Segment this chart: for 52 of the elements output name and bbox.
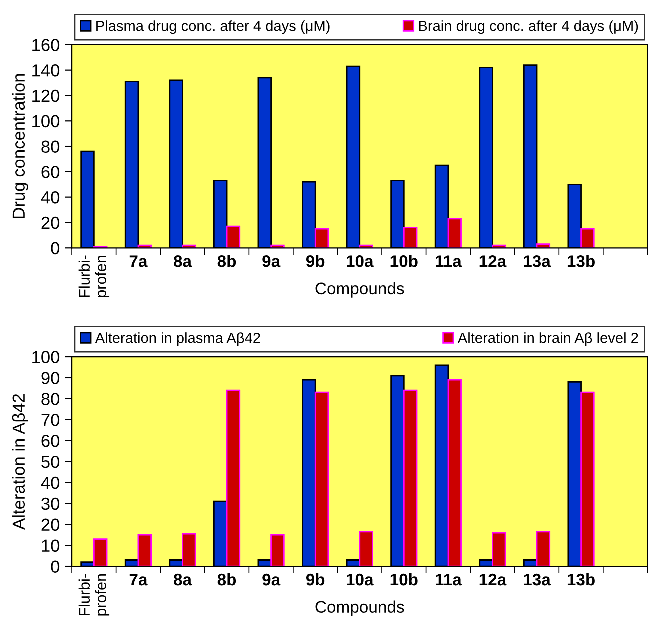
x-tick-label: 11a (436, 574, 462, 586)
y-tick-label: 160 (32, 39, 60, 52)
x-axis-title: Compounds (316, 282, 404, 298)
x-axis-title: Compounds (316, 600, 404, 616)
y-tick-label: 80 (42, 393, 60, 406)
y-tick-label: 100 (32, 115, 60, 128)
x-tick-label: 8b (218, 255, 236, 268)
x-tick-label: 10b (390, 255, 418, 268)
x-tick-label: 7a (130, 256, 148, 268)
y-axis-title: Drug concentration (12, 74, 28, 218)
x-tick-label: 7a (130, 574, 148, 586)
x-tick-label: 9a (262, 574, 281, 586)
x-tick-label: 8a (174, 574, 192, 586)
x-tick-label: 10a (347, 256, 374, 268)
x-tick-label: 13a (524, 256, 552, 268)
y-tick-label: 20 (42, 518, 60, 532)
x-tick-label: 8b (218, 573, 236, 586)
y-tick-label: 0 (51, 242, 60, 255)
y-tick-label: 90 (42, 372, 60, 384)
legend-label: Brain drug conc. after 4 days (μM) (419, 20, 638, 34)
x-tick-label: 10a (347, 574, 374, 586)
x-tick-label: Flurbi- profen (78, 256, 110, 298)
x-tick-label: 9b (306, 573, 325, 586)
x-tick-label: 9b (306, 255, 325, 268)
x-tick-label: 8a (174, 256, 192, 268)
x-tick-label: 12a (480, 574, 507, 586)
y-tick-label: 60 (42, 166, 60, 178)
x-tick-label: 13b (568, 573, 595, 586)
x-tick-label: 13a (524, 574, 552, 586)
x-tick-label: 13b (568, 255, 595, 268)
y-axis-title: Alteration in Aβ42 (12, 394, 28, 530)
y-tick-label: 140 (32, 64, 60, 77)
y-tick-label: 30 (42, 498, 60, 510)
y-tick-label: 50 (42, 456, 60, 468)
legend-label: Alteration in plasma Aβ42 (95, 332, 260, 346)
legend-label: Alteration in brain Aβ level 2 (458, 332, 638, 346)
y-tick-label: 40 (41, 192, 60, 204)
x-tick-label: 9a (262, 256, 281, 268)
y-tick-label: 20 (42, 216, 60, 230)
y-tick-label: 10 (42, 540, 60, 552)
x-tick-label: Flurbi- profen (78, 574, 110, 616)
x-tick-label: 12a (480, 256, 507, 268)
legend-label: Plasma drug conc. after 4 days (μM) (96, 20, 330, 34)
y-tick-label: 120 (32, 90, 60, 102)
x-tick-label: 11a (436, 256, 462, 268)
y-tick-label: 60 (42, 434, 60, 448)
y-tick-label: 40 (41, 476, 60, 490)
y-tick-label: 100 (32, 351, 60, 364)
x-tick-label: 10b (390, 573, 418, 586)
y-tick-label: 0 (51, 560, 60, 573)
y-tick-label: 70 (42, 414, 60, 426)
y-tick-label: 80 (42, 140, 60, 153)
